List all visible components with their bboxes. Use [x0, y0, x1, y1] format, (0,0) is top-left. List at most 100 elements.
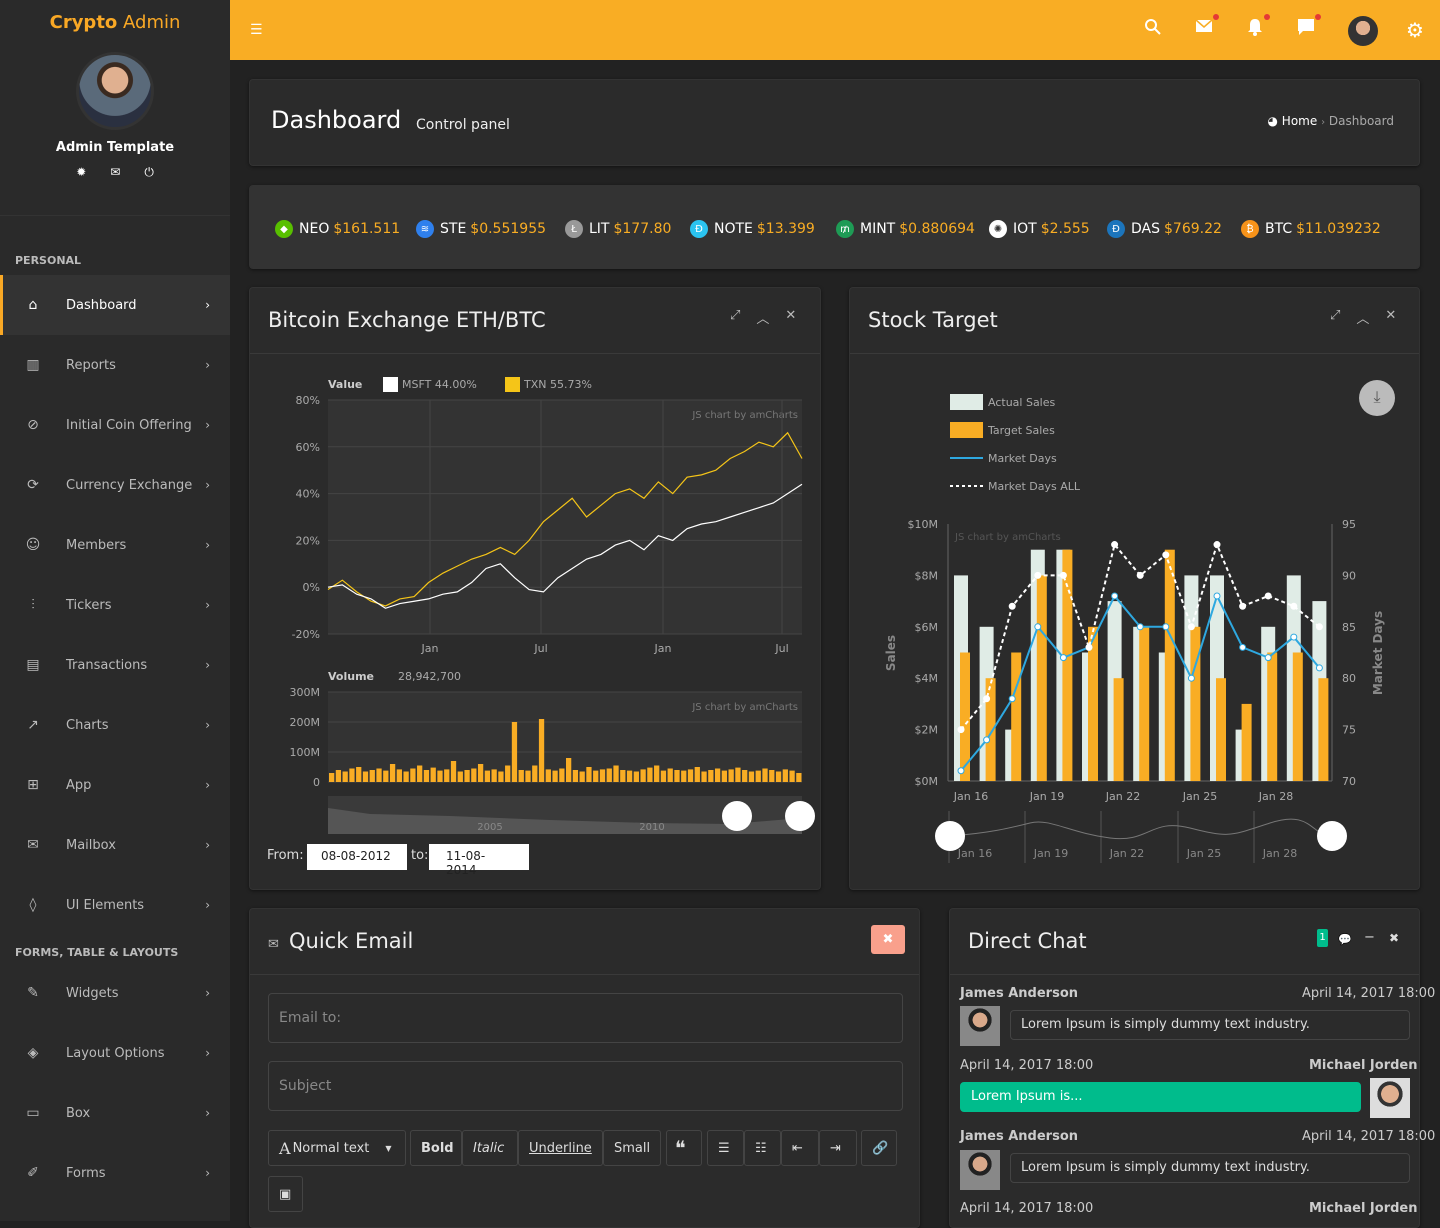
- user-avatar[interactable]: [1348, 16, 1378, 46]
- series-line-txn: [327, 431, 803, 607]
- sidebar-item[interactable]: ✉ Mailbox ›: [0, 815, 230, 875]
- ticker-item[interactable]: ₥ MINT $0.880694: [836, 220, 975, 238]
- sidebar-item[interactable]: ◊ UI Elements ›: [0, 875, 230, 935]
- brand-logo[interactable]: Crypto Admin: [0, 0, 230, 60]
- sidebar-item[interactable]: ⊞ App ›: [0, 755, 230, 815]
- text-style-select[interactable]: A Normal text ▼: [268, 1130, 406, 1166]
- mail-icon[interactable]: [1193, 14, 1219, 40]
- sidebar-item[interactable]: ▥ Reports ›: [0, 335, 230, 395]
- volume-bar: [369, 770, 375, 782]
- underline-button[interactable]: Underline: [518, 1130, 603, 1166]
- download-icon[interactable]: ⤓: [1359, 380, 1395, 416]
- breadcrumb-home[interactable]: Home: [1281, 114, 1318, 128]
- ticker-item[interactable]: ₿ BTC $11.039232: [1241, 220, 1381, 238]
- outdent-icon[interactable]: ⇤: [781, 1130, 819, 1166]
- volume-bar: [782, 769, 788, 782]
- menu-icon: ▭: [26, 1105, 40, 1121]
- comments-icon[interactable]: 💬: [1338, 933, 1352, 946]
- sidebar-item[interactable]: ↗ Charts ›: [0, 695, 230, 755]
- stock-chart[interactable]: Actual Sales Target Sales Market Days Marke…: [850, 288, 1421, 891]
- sidebar-item[interactable]: ✐ Forms ›: [0, 1143, 230, 1203]
- volume-bar: [742, 770, 748, 782]
- volume-bar: [410, 768, 416, 782]
- bar-target-sales: [1292, 652, 1303, 781]
- series-point: [1264, 592, 1272, 600]
- stellar-icon: ≋: [416, 220, 434, 238]
- volume-bar: [417, 765, 423, 782]
- ticker-item[interactable]: ◆ NEO $161.511: [275, 220, 400, 238]
- chat-icon[interactable]: [1295, 14, 1321, 40]
- legend-label: Actual Sales: [988, 396, 1056, 409]
- mail-icon[interactable]: ✉: [110, 165, 121, 179]
- indent-icon[interactable]: ⇥: [819, 1130, 857, 1166]
- avatar[interactable]: [76, 52, 154, 130]
- expand-icon[interactable]: ⤢: [1330, 308, 1341, 323]
- coin-name: MINT: [860, 221, 896, 237]
- volume-bar: [362, 771, 369, 782]
- sidebar-item[interactable]: ⌂ Dashboard ›: [0, 275, 230, 335]
- volume-bar: [572, 770, 579, 782]
- sidebar-item[interactable]: ✎ Widgets ›: [0, 963, 230, 1023]
- date-from-input[interactable]: 08-08-2012: [307, 844, 407, 870]
- sidebar-item[interactable]: ⊘ Initial Coin Offering ›: [0, 395, 230, 455]
- expand-icon[interactable]: ⤢: [730, 308, 741, 323]
- series-point: [1213, 592, 1221, 600]
- y-tick-label: $8M: [915, 569, 939, 582]
- coin-price: $177.80: [613, 221, 672, 237]
- series-line: [960, 541, 1321, 731]
- sidebar-item-label: UI Elements: [66, 897, 145, 913]
- font-icon: A: [279, 1138, 291, 1158]
- quote-icon[interactable]: ❝: [666, 1130, 702, 1166]
- subject-input[interactable]: Subject: [268, 1061, 903, 1111]
- gear-icon[interactable]: ⚙: [1406, 18, 1424, 42]
- bold-button[interactable]: Bold: [410, 1130, 462, 1166]
- search-icon[interactable]: [1142, 18, 1164, 40]
- ticker-item[interactable]: Đ NOTE $13.399: [690, 220, 815, 238]
- ticker-item[interactable]: ≋ STE $0.551955: [416, 220, 546, 238]
- exchange-chart[interactable]: Value MSFT 44.00% TXN 55.73% JS chart by am…: [250, 288, 822, 891]
- chevron-right-icon: ›: [205, 1046, 210, 1060]
- volume-bar: [708, 770, 714, 782]
- volume-bar: [335, 770, 342, 782]
- close-icon[interactable]: ✖: [1389, 931, 1400, 945]
- volume-bar: [437, 770, 443, 782]
- collapse-icon[interactable]: ︿: [1356, 312, 1370, 327]
- ticker-item[interactable]: ✺ IOT $2.555: [989, 220, 1090, 238]
- legend-swatch-txn: [505, 377, 520, 392]
- sidebar-item[interactable]: ☺ Members ›: [0, 515, 230, 575]
- close-icon[interactable]: ✕: [785, 308, 797, 323]
- sidebar-item[interactable]: ⫶ Tickers ›: [0, 575, 230, 635]
- ticker-item[interactable]: Ł LIT $177.80: [565, 220, 671, 238]
- list-ol-icon[interactable]: ☷: [744, 1130, 781, 1166]
- volume-bar: [477, 764, 484, 782]
- avatar: [960, 1006, 1000, 1046]
- link-icon[interactable]: 🔗: [861, 1130, 897, 1166]
- italic-button[interactable]: Italic: [462, 1130, 518, 1166]
- gear-icon[interactable]: ✹: [76, 165, 87, 179]
- navigator-label: Jan 22: [1109, 847, 1144, 860]
- power-icon[interactable]: ⏻: [144, 165, 154, 179]
- ticker-item[interactable]: Đ DAS $769.22: [1107, 220, 1222, 238]
- small-button[interactable]: Small: [603, 1130, 661, 1166]
- close-button[interactable]: ✖: [871, 925, 905, 954]
- panel-title: Quick Email: [289, 929, 414, 953]
- email-to-input[interactable]: Email to:: [268, 993, 903, 1043]
- bell-icon[interactable]: [1244, 14, 1270, 40]
- sidebar-item[interactable]: ⟳ Currency Exchange ›: [0, 455, 230, 515]
- volume-bar: [552, 770, 558, 782]
- sidebar-item[interactable]: ◈ Layout Options ›: [0, 1023, 230, 1083]
- y-tick-label: $2M: [915, 724, 939, 737]
- hamburger-icon[interactable]: ☰: [250, 22, 263, 38]
- sidebar-item[interactable]: ▤ Transactions ›: [0, 635, 230, 695]
- list-ul-icon[interactable]: ☰: [707, 1130, 744, 1166]
- collapse-icon[interactable]: ︿: [756, 312, 770, 327]
- close-icon[interactable]: ✕: [1385, 308, 1397, 323]
- y-tick-label: 200M: [290, 716, 321, 729]
- sidebar-item[interactable]: ▭ Box ›: [0, 1083, 230, 1143]
- date-to-input[interactable]: 11-08-2014: [429, 844, 529, 877]
- volume-bar: [484, 770, 491, 782]
- minus-icon[interactable]: −: [1364, 930, 1375, 945]
- image-icon[interactable]: ▣: [268, 1176, 303, 1212]
- volume-bar: [383, 770, 389, 782]
- chevron-right-icon: ›: [1321, 117, 1326, 128]
